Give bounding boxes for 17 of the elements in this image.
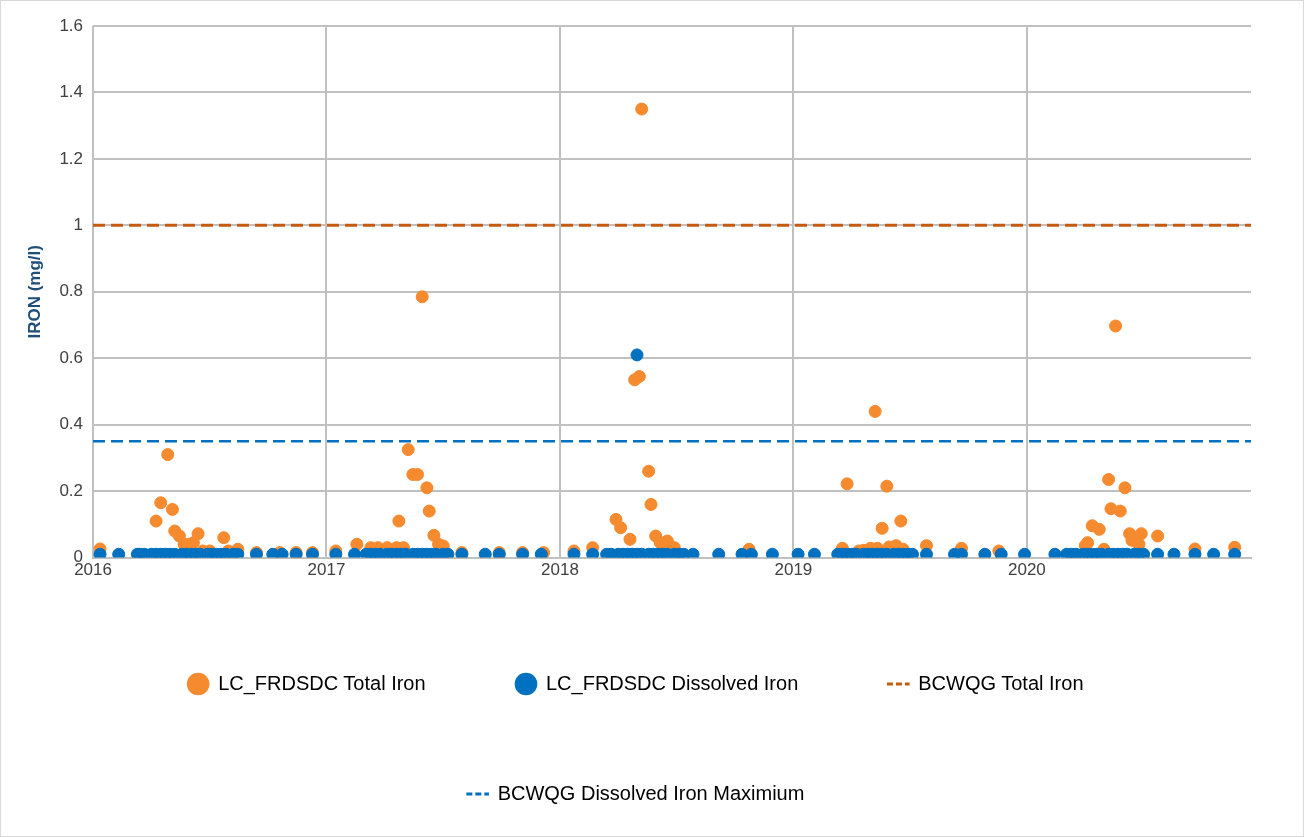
y-tick-label: 0.4 [59,414,84,434]
y-tick-label: 0.6 [59,347,84,367]
legend-label: BCWQG Dissolved Iron Maximium [497,781,805,804]
y-tick-label: 1.2 [59,148,84,168]
legend-label: BCWQG Total Iron [918,671,1084,694]
y-tick-label: 0.8 [59,281,84,301]
x-tick-label: 2018 [541,560,579,580]
legend-label: LC_FRDSDC Total Iron [218,671,426,695]
y-axis-title: IRON (mg/l) [24,245,44,339]
y-tick-label: 1.6 [59,15,84,35]
x-tick-label: 2017 [307,560,346,580]
y-tick-label: 0.2 [59,480,84,500]
x-tick-label: 2019 [774,560,813,580]
x-tick-label: 2020 [1007,560,1046,580]
y-tick-label: 1 [73,215,84,235]
legend-label: LC_FRDSDC Dissolved Iron [545,671,799,695]
y-tick-label: 1.4 [59,82,84,102]
